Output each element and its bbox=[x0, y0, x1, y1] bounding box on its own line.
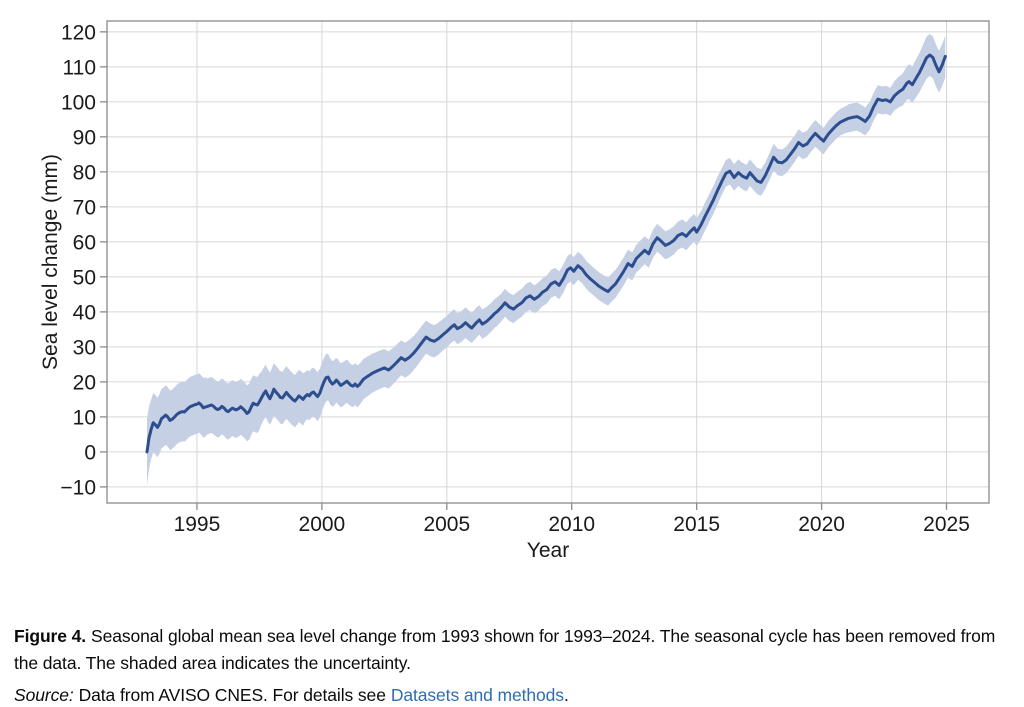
x-tick-label: 2000 bbox=[299, 513, 346, 536]
sea-level-chart: −10 0 10 20 30 40 50 60 70 80 90 100 110 120 1995 2000… bbox=[39, 20, 990, 562]
x-tick-label: 1995 bbox=[174, 513, 221, 536]
y-tick-label: 50 bbox=[73, 266, 96, 289]
y-tick-labels: −10 0 10 20 30 40 50 60 70 80 90 100 110 120 bbox=[60, 21, 96, 499]
plot-border bbox=[106, 20, 990, 504]
y-tick-label: 110 bbox=[63, 56, 96, 79]
x-tick-label: 2025 bbox=[923, 513, 970, 536]
x-tick-label: 2015 bbox=[673, 513, 720, 536]
y-tick-label: 60 bbox=[73, 231, 96, 254]
y-tick-label: 20 bbox=[73, 371, 96, 394]
x-axis-title: Year bbox=[527, 539, 569, 562]
datasets-methods-link[interactable]: Datasets and methods bbox=[390, 685, 564, 705]
y-tick-label: 90 bbox=[73, 126, 96, 149]
y-tick-label: 80 bbox=[73, 161, 96, 184]
source-label: Source: bbox=[14, 685, 74, 705]
y-tick-label: 0 bbox=[84, 441, 96, 464]
source-text: Data from AVISO CNES. For details see bbox=[78, 685, 386, 705]
y-tick-label: 100 bbox=[61, 91, 96, 114]
y-tick-label: 30 bbox=[73, 336, 96, 359]
axis-tick-marks bbox=[100, 31, 948, 510]
figure-source: Source: Data from AVISO CNES. For details… bbox=[14, 683, 1010, 707]
y-tick-label: 70 bbox=[73, 196, 96, 219]
source-suffix: . bbox=[563, 685, 569, 705]
y-tick-label: −10 bbox=[60, 476, 96, 499]
y-tick-label: 40 bbox=[73, 301, 96, 324]
x-tick-label: 2005 bbox=[423, 513, 470, 536]
y-axis-title: Sea level change (mm) bbox=[39, 154, 62, 370]
figure-caption: Figure 4. Seasonal global mean sea level … bbox=[14, 623, 1010, 677]
x-tick-label: 2020 bbox=[798, 513, 845, 536]
x-tick-labels: 1995 2000 2005 2010 2015 2020 2025 bbox=[174, 513, 970, 536]
x-tick-label: 2010 bbox=[548, 513, 595, 536]
figure-caption-label: Figure 4. bbox=[14, 626, 87, 646]
uncertainty-band bbox=[147, 34, 946, 486]
y-tick-label: 120 bbox=[61, 21, 96, 44]
sea-level-line bbox=[145, 53, 947, 454]
y-tick-label: 10 bbox=[73, 406, 96, 429]
figure-caption-text: Seasonal global mean sea level change fr… bbox=[14, 626, 996, 673]
